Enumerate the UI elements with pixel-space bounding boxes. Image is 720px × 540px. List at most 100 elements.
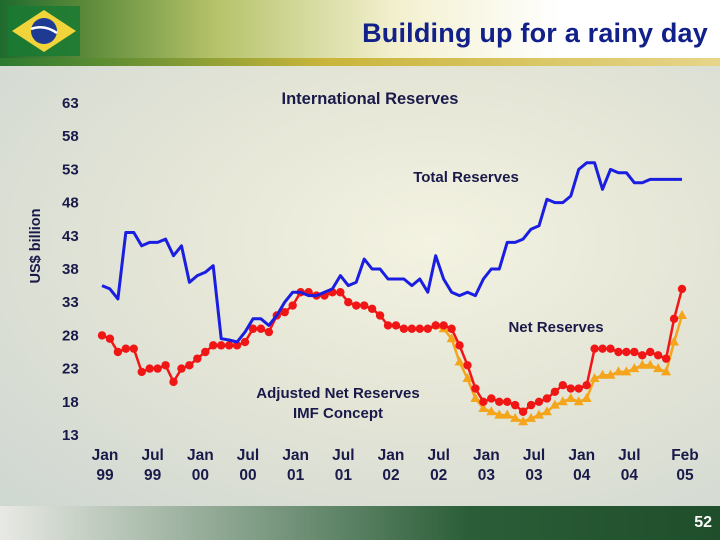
y-tick-label: 38 bbox=[62, 261, 79, 278]
net-reserves-point bbox=[359, 301, 369, 310]
x-tick-label: 99 bbox=[144, 467, 162, 484]
y-tick-label: 43 bbox=[62, 228, 79, 245]
net-reserves-point bbox=[288, 301, 297, 310]
y-tick-label: 28 bbox=[62, 327, 79, 344]
adjusted-net-reserves-imf-concept-point bbox=[661, 366, 672, 376]
series-annotation: Net Reserves bbox=[508, 319, 603, 336]
net-reserves-point bbox=[598, 344, 607, 353]
net-reserves-point bbox=[677, 284, 687, 294]
y-tick-label: 63 bbox=[62, 95, 79, 112]
adjusted-net-reserves-imf-concept-point bbox=[653, 363, 664, 373]
net-reserves-point bbox=[121, 344, 131, 353]
adjusted-net-reserves-imf-concept-point bbox=[470, 392, 481, 402]
x-tick-label: Jul bbox=[618, 447, 640, 464]
x-tick-label: Jul bbox=[427, 447, 449, 464]
x-tick-label: 02 bbox=[430, 467, 447, 484]
net-reserves-point bbox=[526, 400, 536, 410]
adjusted-net-reserves-imf-concept-point bbox=[557, 396, 568, 406]
net-reserves-point bbox=[97, 331, 107, 340]
net-reserves-point bbox=[661, 354, 671, 363]
net-reserves-point bbox=[503, 397, 512, 406]
net-reserves-point bbox=[407, 324, 417, 333]
net-reserves-point bbox=[423, 324, 432, 333]
adjusted-net-reserves-imf-concept-point bbox=[478, 402, 489, 412]
x-tick-label: Feb bbox=[671, 447, 699, 464]
adjusted-net-reserves-imf-concept-point bbox=[645, 359, 656, 369]
net-reserves-point bbox=[224, 341, 234, 350]
y-tick-label: 53 bbox=[62, 161, 79, 178]
net-reserves-point bbox=[113, 347, 123, 357]
y-tick-label: 33 bbox=[62, 294, 79, 311]
adjusted-net-reserves-imf-concept-point bbox=[677, 309, 687, 319]
net-reserves-point bbox=[630, 347, 639, 357]
net-reserves-point bbox=[669, 314, 679, 323]
net-reserves-point bbox=[248, 324, 258, 333]
y-tick-label: 23 bbox=[62, 361, 79, 378]
net-reserves-point bbox=[161, 361, 170, 370]
net-reserves-point bbox=[542, 394, 552, 403]
net-reserves-point bbox=[256, 324, 266, 333]
net-reserves-point bbox=[105, 334, 115, 343]
total-reserves-line bbox=[101, 161, 682, 344]
net-reserves-point bbox=[145, 364, 154, 373]
x-tick-label: Jan bbox=[187, 447, 214, 464]
net-reserves-point bbox=[510, 400, 520, 410]
series-annotation: Total Reserves bbox=[413, 169, 519, 186]
net-reserves-point bbox=[558, 381, 568, 390]
y-tick-label: 13 bbox=[62, 427, 79, 444]
net-reserves-point bbox=[280, 307, 289, 317]
net-reserves-point bbox=[447, 324, 456, 333]
net-reserves-point bbox=[375, 311, 385, 320]
adjusted-net-reserves-imf-concept-point bbox=[637, 359, 648, 369]
x-tick-label: 01 bbox=[287, 467, 305, 484]
y-tick-label: 18 bbox=[62, 394, 79, 411]
net-reserves-point bbox=[344, 298, 353, 307]
net-reserves-point bbox=[606, 344, 615, 353]
x-tick-label: Jan bbox=[282, 447, 309, 464]
net-reserves-point bbox=[622, 347, 631, 357]
net-reserves-point bbox=[216, 341, 226, 350]
adjusted-net-reserves-imf-concept-point bbox=[510, 412, 521, 422]
x-tick-label: 03 bbox=[478, 467, 496, 484]
net-reserves-point bbox=[383, 321, 393, 330]
adjusted-net-reserves-imf-concept-point bbox=[549, 399, 560, 409]
x-tick-label: Jul bbox=[332, 447, 354, 464]
net-reserves-point bbox=[653, 351, 663, 360]
x-tick-label: Jul bbox=[523, 447, 545, 464]
adjusted-net-reserves-imf-concept-point bbox=[565, 392, 576, 402]
adjusted-net-reserves-imf-concept-point bbox=[486, 406, 497, 416]
net-reserves-point bbox=[209, 341, 218, 350]
net-reserves-point bbox=[439, 321, 448, 330]
x-tick-label: Jul bbox=[237, 447, 259, 464]
net-reserves-point bbox=[646, 347, 655, 357]
footer-bar bbox=[0, 506, 720, 540]
net-reserves-point bbox=[518, 407, 528, 416]
net-reserves-point bbox=[614, 347, 623, 357]
adjusted-net-reserves-imf-concept-point bbox=[597, 369, 608, 379]
y-tick-label: 48 bbox=[62, 195, 79, 212]
net-reserves-point bbox=[232, 341, 242, 350]
net-reserves-point bbox=[367, 304, 377, 314]
chart-title: International Reserves bbox=[282, 90, 459, 108]
net-reserves-point bbox=[177, 364, 186, 373]
adjusted-net-reserves-imf-concept-point bbox=[573, 396, 584, 406]
y-axis-label: US$ billion bbox=[28, 209, 44, 284]
x-tick-label: 00 bbox=[192, 467, 209, 484]
x-tick-label: 99 bbox=[96, 467, 114, 484]
net-reserves-point bbox=[574, 384, 583, 393]
x-tick-label: Jan bbox=[568, 447, 595, 464]
net-reserves-point bbox=[463, 361, 472, 370]
adjusted-net-reserves-imf-concept-point bbox=[621, 366, 632, 376]
adjusted-net-reserves-imf-concept-point bbox=[494, 409, 505, 419]
adjusted-net-reserves-imf-concept-point bbox=[518, 416, 529, 426]
adjusted-net-reserves-imf-concept-point bbox=[605, 369, 616, 379]
adjusted-net-reserves-imf-concept-point bbox=[581, 392, 592, 402]
x-tick-label: Jul bbox=[141, 447, 163, 464]
x-tick-label: Jan bbox=[92, 447, 119, 464]
net-reserves-point bbox=[479, 397, 488, 406]
net-reserves-point bbox=[431, 321, 440, 330]
net-reserves-point bbox=[534, 397, 544, 406]
x-tick-label: 03 bbox=[525, 467, 543, 484]
x-tick-label: 05 bbox=[676, 467, 694, 484]
